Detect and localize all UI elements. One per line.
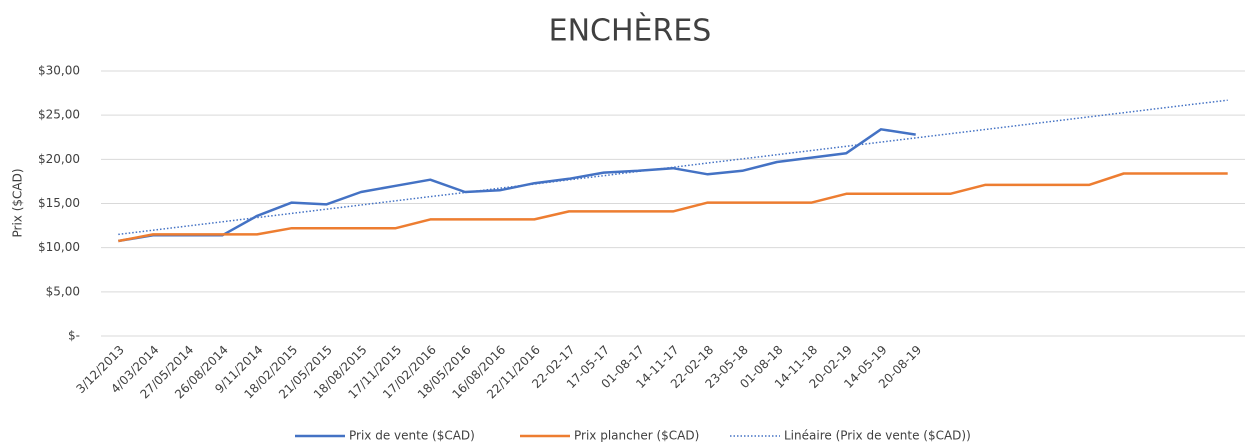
y-tick-label: $30,00 — [38, 64, 80, 78]
series-line — [118, 128, 916, 243]
y-tick-label: $15,00 — [38, 196, 80, 210]
series-line — [118, 172, 1228, 243]
y-tick-label: $5,00 — [46, 284, 80, 298]
series-line — [118, 99, 1228, 236]
legend-label: Linéaire (Prix de vente ($CAD)) — [784, 429, 971, 443]
y-tick-label: $25,00 — [38, 108, 80, 122]
legend-label: Prix de vente ($CAD) — [349, 429, 475, 443]
y-axis-label: Prix ($CAD) — [11, 168, 25, 237]
chart-title: ENCHÈRES — [549, 13, 712, 49]
y-tick-label: $20,00 — [38, 152, 80, 166]
y-tick-label: $10,00 — [38, 240, 80, 254]
y-tick-label: $- — [68, 329, 80, 343]
legend-label: Prix plancher ($CAD) — [574, 429, 699, 443]
